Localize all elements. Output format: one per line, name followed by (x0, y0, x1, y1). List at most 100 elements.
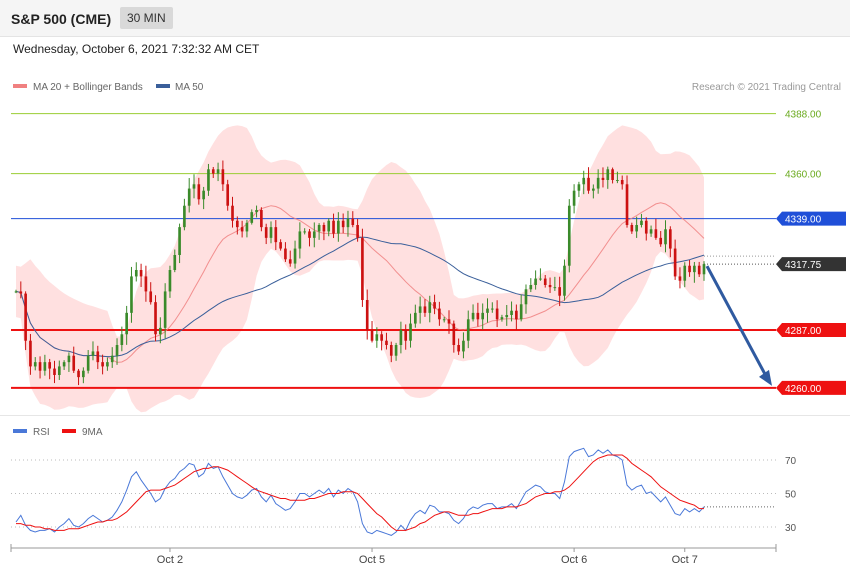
candle (649, 225, 653, 237)
level-label-4339.00-text: 4339.00 (785, 215, 822, 226)
candle (260, 207, 263, 232)
candle-body (673, 248, 677, 277)
candle-body (274, 227, 278, 243)
candle (231, 196, 234, 228)
candle (620, 175, 624, 190)
candle-body (91, 351, 95, 356)
legend-label-9ma: 9MA (82, 427, 103, 438)
candle (592, 184, 595, 199)
candle (202, 186, 205, 210)
x-tick-label: Oct 7 (672, 554, 698, 566)
candle-body (356, 225, 359, 238)
candle-body (14, 291, 18, 293)
level-label-4260.00-bg (776, 380, 846, 395)
candle-body (649, 229, 653, 234)
candle (53, 360, 56, 384)
candle-body (495, 308, 499, 320)
candle (154, 295, 157, 342)
candle (558, 276, 561, 307)
candle (418, 296, 422, 324)
candle (264, 223, 268, 245)
candle-body (77, 370, 80, 378)
rsi-tick-70: 70 (785, 456, 797, 467)
candle-body (490, 308, 494, 310)
candle-body (168, 270, 172, 292)
candle-body (630, 225, 634, 232)
candle-body (293, 248, 297, 264)
candle-body (187, 188, 191, 206)
candle-body (38, 362, 42, 371)
candle-body (664, 229, 667, 245)
candle (414, 304, 417, 328)
candle (673, 239, 677, 280)
candle (279, 239, 282, 251)
candle-body (442, 319, 446, 321)
candle (115, 338, 119, 365)
candle (471, 304, 475, 322)
candle-body (130, 276, 133, 313)
candle (240, 220, 244, 238)
candle-body (577, 184, 581, 191)
rsi-tick-30: 30 (785, 523, 797, 534)
candle (543, 274, 547, 288)
candle (255, 205, 258, 218)
legend-label-ma50: MA 50 (175, 82, 204, 93)
candle (211, 166, 215, 179)
candle (587, 167, 590, 194)
level-label-4360.00: 4360.00 (785, 170, 822, 181)
candle-body (678, 276, 682, 281)
candle-body (654, 229, 658, 238)
candle-body (351, 218, 355, 225)
candle (43, 354, 47, 376)
candle-body (72, 355, 76, 371)
candle-body (67, 355, 71, 363)
candle (428, 295, 432, 323)
candle-body (659, 237, 663, 245)
candle-body (255, 210, 258, 213)
candle (433, 294, 436, 315)
level-label-4287.00-bg (776, 323, 846, 337)
interval-button[interactable]: 30 MIN (120, 7, 173, 29)
level-label-4360.00-text: 4360.00 (785, 170, 822, 181)
candle (183, 198, 186, 231)
candle-body (519, 304, 523, 320)
candle (389, 341, 393, 363)
candle (120, 326, 124, 352)
candle (635, 216, 638, 238)
candle-body (288, 259, 292, 264)
candle-body (327, 220, 331, 232)
candle-body (486, 308, 489, 313)
candle (630, 222, 634, 234)
candle (693, 261, 696, 283)
rsi-series-RSI (15, 447, 705, 536)
candle (48, 358, 52, 380)
candle-body (134, 270, 138, 277)
candle-body (284, 248, 287, 260)
candle-body (264, 227, 268, 238)
timestamp: Wednesday, October 6, 2021 7:32:32 AM CE… (13, 42, 260, 56)
candle (668, 226, 672, 258)
candle-body (149, 291, 153, 303)
candle (159, 317, 162, 344)
candle (269, 221, 273, 244)
ma50-line (15, 236, 705, 358)
candle (346, 210, 350, 237)
candle-body (481, 312, 485, 320)
candle (664, 220, 667, 253)
candle (139, 263, 143, 288)
candle-body (211, 169, 215, 174)
candle-body (197, 184, 201, 200)
candle-body (683, 265, 687, 281)
candle (308, 228, 311, 247)
last-price-label: 4317.75 (776, 257, 846, 272)
candle-body (322, 225, 326, 232)
candle-body (529, 285, 533, 290)
legend-swatch-9ma (62, 429, 76, 433)
rsi-tick-50: 50 (785, 490, 797, 501)
rsi-panel: 70 50 30 (11, 447, 797, 536)
candle (486, 298, 489, 323)
legend-swatch-rsi (13, 429, 27, 433)
candle-body (668, 229, 672, 249)
candle (370, 320, 374, 343)
candle-body (298, 231, 302, 249)
